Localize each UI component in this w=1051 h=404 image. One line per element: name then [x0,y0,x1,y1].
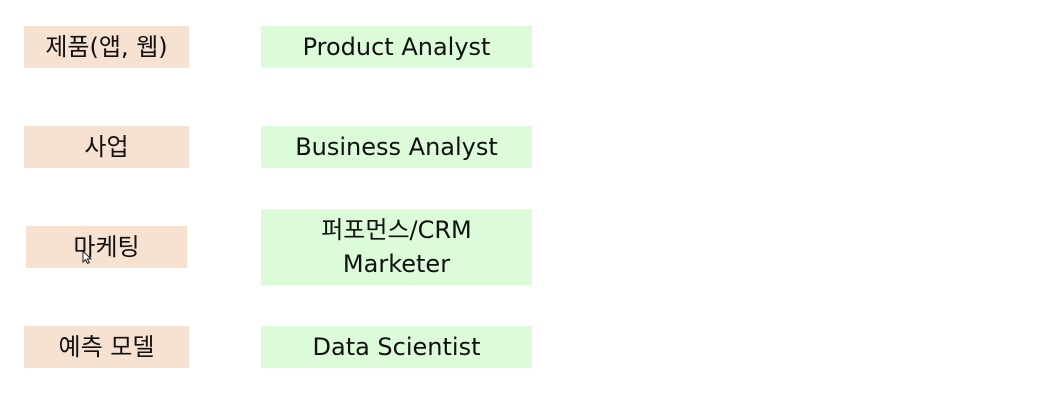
role-label: 퍼포먼스/CRM Marketer [321,216,472,278]
role-box-marketer: 퍼포먼스/CRM Marketer [261,209,532,285]
mouse-pointer-icon [82,250,92,264]
domain-box-prediction-model: 예측 모델 [24,326,189,368]
domain-label: 사업 [84,133,129,161]
role-label: Data Scientist [312,333,481,361]
domain-label: 제품(앱, 웹) [45,33,168,61]
role-box-data-scientist: Data Scientist [261,326,532,368]
domain-box-product: 제품(앱, 웹) [24,26,189,68]
role-label: Product Analyst [302,33,491,61]
domain-box-business: 사업 [24,126,189,168]
role-box-product-analyst: Product Analyst [261,26,532,68]
domain-label: 예측 모델 [58,333,155,361]
role-label: Business Analyst [295,133,498,161]
role-box-business-analyst: Business Analyst [261,126,532,168]
domain-box-marketing: 마케팅 [26,226,187,268]
